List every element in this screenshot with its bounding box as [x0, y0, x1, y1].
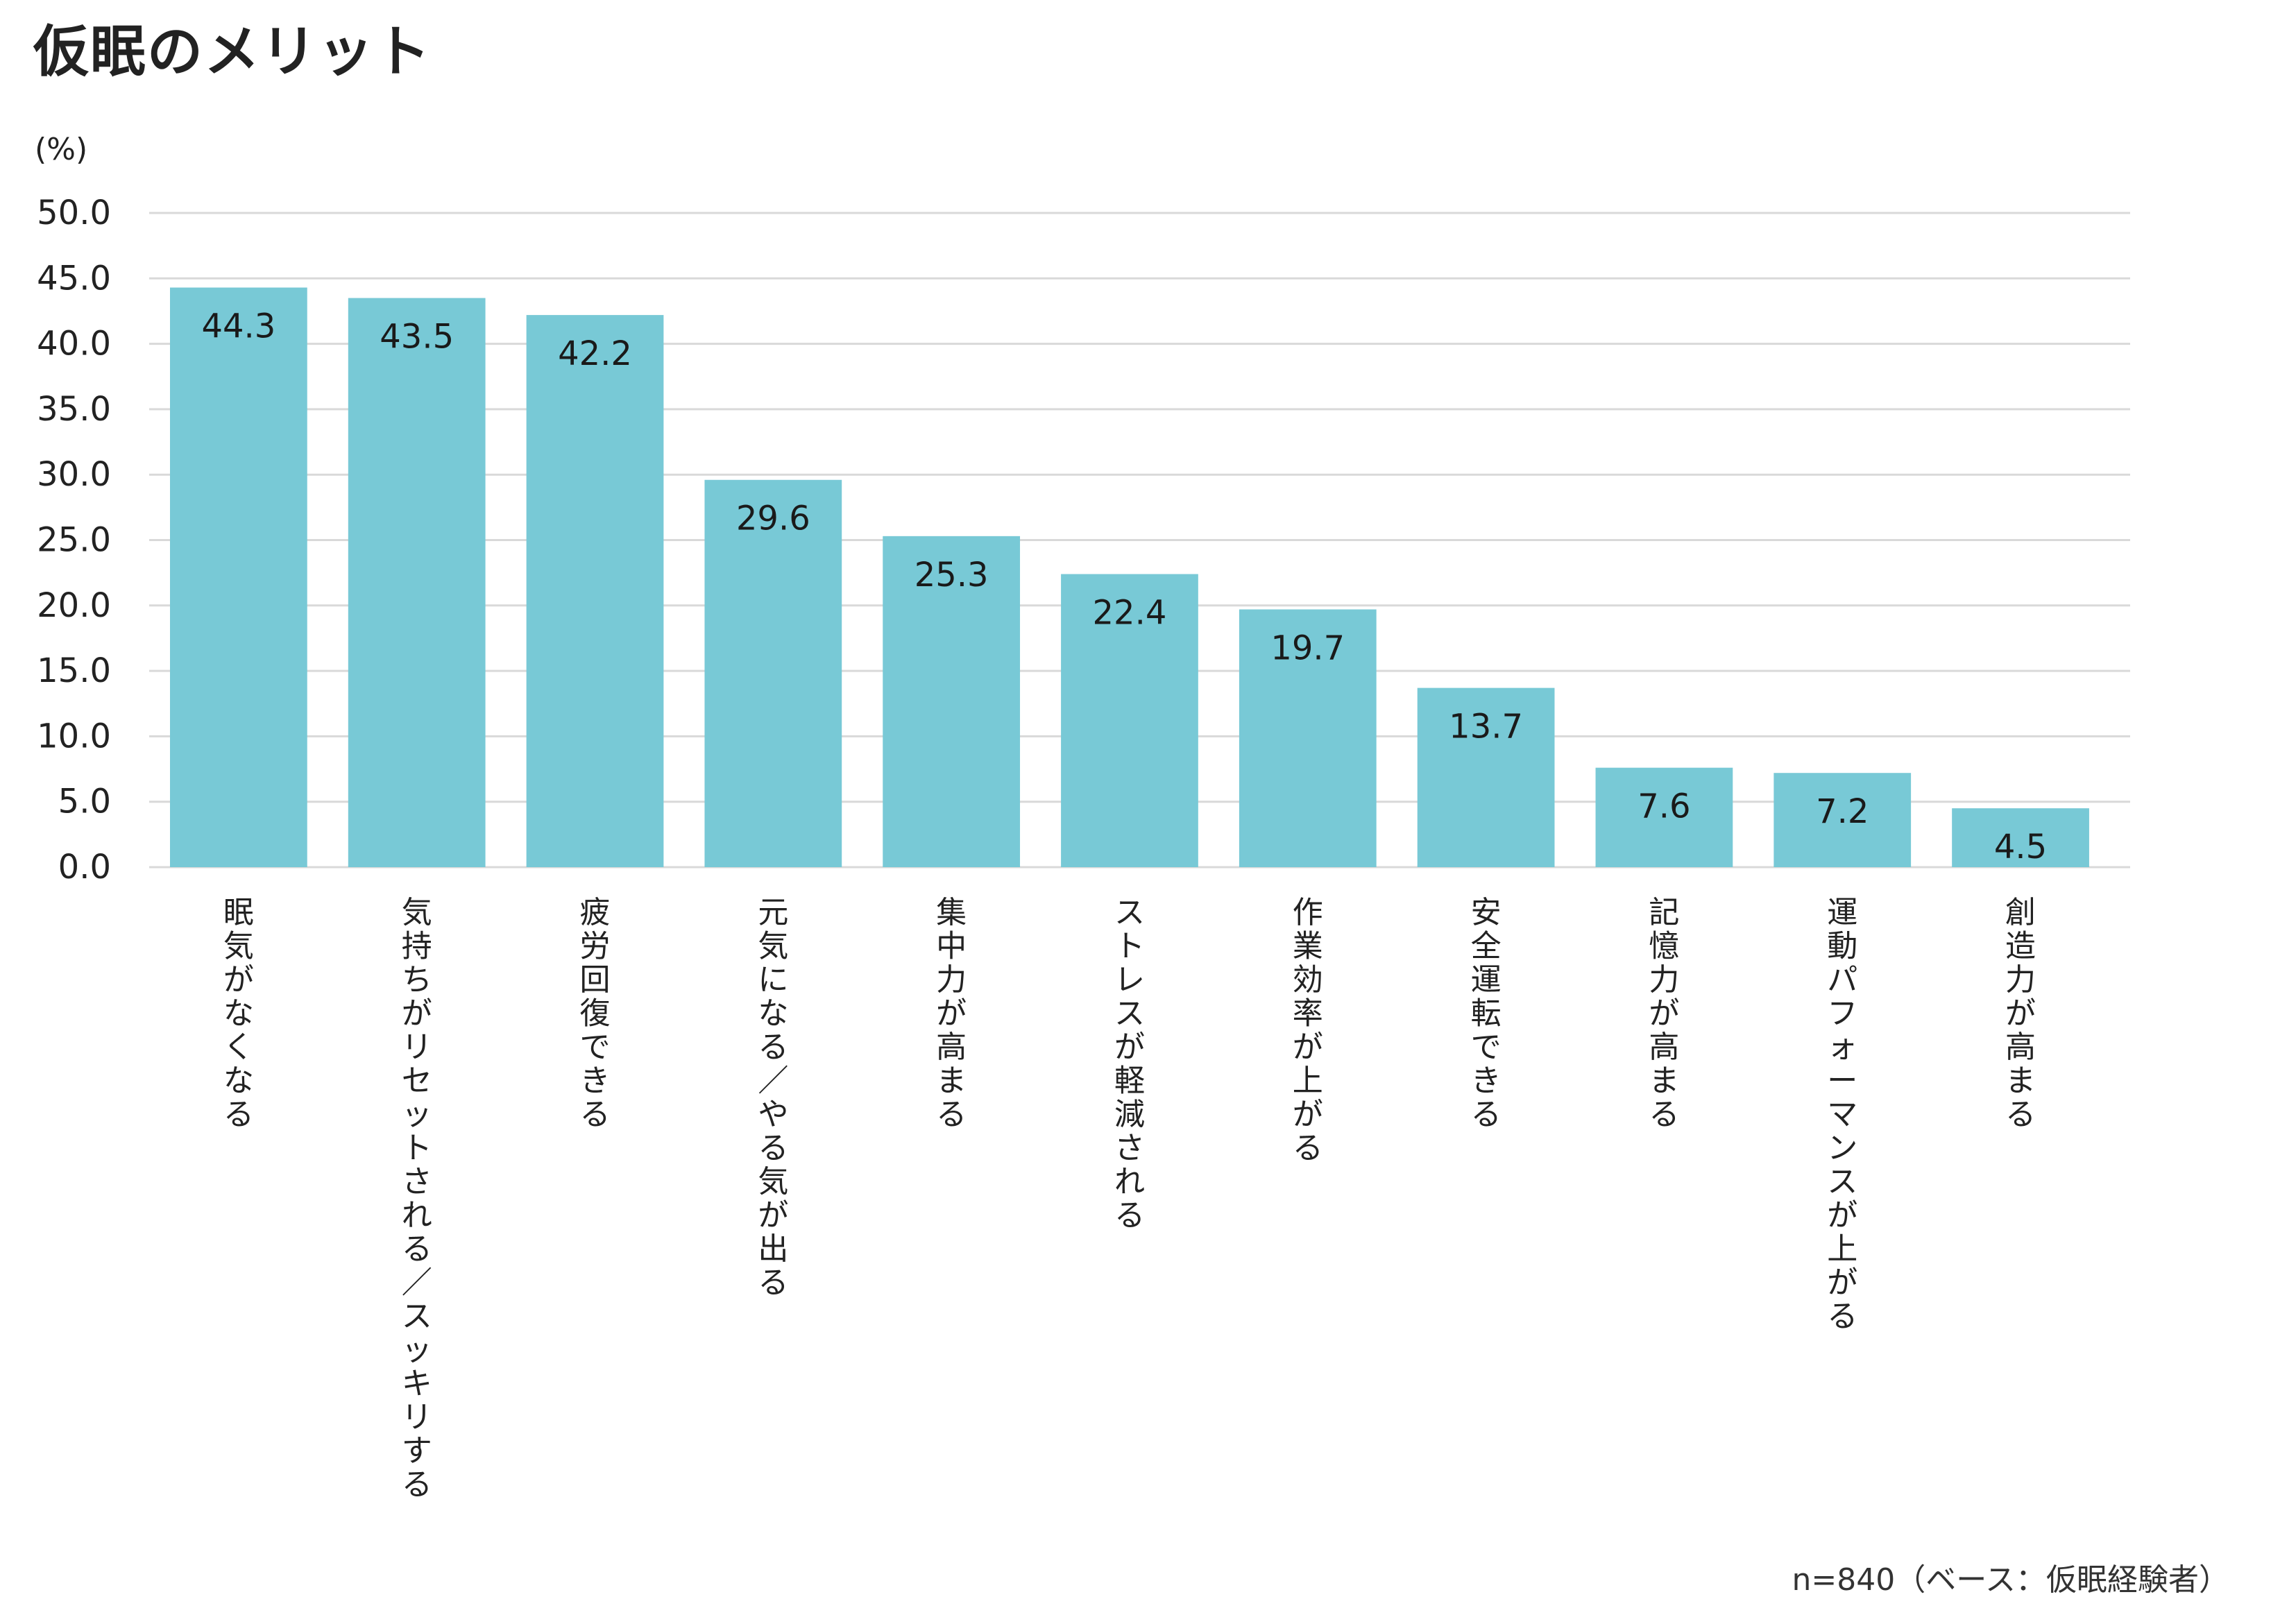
x-category-label: 創造力が高まる — [2005, 895, 2036, 1132]
y-tick-label: 0.0 — [58, 848, 111, 887]
bar-value-label: 4.5 — [1994, 828, 2047, 866]
y-tick-label: 35.0 — [37, 390, 111, 429]
sample-size-note: n=840（ベース：仮眠経験者） — [1792, 1562, 2229, 1598]
bar-value-label: 25.3 — [915, 556, 989, 595]
bar — [348, 298, 486, 868]
y-tick-label: 15.0 — [37, 651, 111, 690]
bar — [170, 287, 307, 867]
bar — [1595, 767, 1733, 867]
x-category-label: 元気になる／やる気が出る — [758, 895, 788, 1301]
x-category-label: 記憶力が高まる — [1649, 895, 1679, 1132]
bar-value-label: 22.4 — [1093, 594, 1167, 633]
x-category-label: 安全運転できる — [1471, 895, 1502, 1132]
y-tick-label: 5.0 — [58, 783, 111, 821]
x-category-label: 疲労回復できる — [580, 895, 611, 1132]
y-tick-label: 10.0 — [37, 717, 111, 755]
bar-value-label: 42.2 — [558, 334, 632, 373]
bar — [704, 479, 842, 867]
bar-value-label: 7.2 — [1816, 792, 1869, 831]
bar-value-label: 7.6 — [1638, 787, 1690, 826]
bar — [1417, 687, 1555, 867]
bar — [1239, 609, 1377, 867]
y-tick-label: 45.0 — [37, 259, 111, 298]
y-tick-label: 25.0 — [37, 521, 111, 560]
y-axis-unit-label: (%) — [35, 132, 87, 167]
bar — [1061, 574, 1198, 867]
bar-value-label: 29.6 — [736, 499, 810, 538]
bar — [1952, 808, 2089, 867]
bar-value-label: 43.5 — [380, 318, 454, 357]
y-tick-label: 30.0 — [37, 455, 111, 494]
x-category-label: 気持ちがリセットされる／スッキリする — [402, 895, 432, 1503]
bar-value-label: 19.7 — [1270, 629, 1345, 667]
x-category-label: 運動パフォーマンスが上がる — [1827, 895, 1857, 1334]
x-axis-labels: 眠気がなくなる 気持ちがリセットされる／スッキリする 疲労回復できる 元気になる／やる… — [223, 895, 2036, 1503]
bar-value-label: 13.7 — [1449, 708, 1523, 746]
y-axis-ticks: 0.0 5.0 10.0 15.0 20.0 25.0 30.0 35.0 40.0 45.0 50… — [37, 194, 111, 887]
y-tick-label: 20.0 — [37, 586, 111, 625]
y-tick-label: 40.0 — [37, 325, 111, 364]
bar — [1774, 773, 1912, 867]
y-tick-label: 50.0 — [37, 194, 111, 232]
bars: 44.3 43.5 42.2 29.6 25.3 22.4 19.7 13.7 7.6 7.2 4.… — [170, 287, 2089, 868]
x-category-label: 集中力が高まる — [936, 895, 967, 1132]
bar — [526, 315, 664, 867]
bar — [883, 536, 1021, 867]
x-category-label: ストレスが軽減される — [1114, 895, 1145, 1233]
bar-value-label: 44.3 — [201, 307, 275, 346]
x-category-label: 作業効率が上がる — [1293, 895, 1323, 1166]
chart-title: 仮眠のメリット — [33, 19, 432, 84]
x-category-label: 眠気がなくなる — [223, 895, 254, 1132]
